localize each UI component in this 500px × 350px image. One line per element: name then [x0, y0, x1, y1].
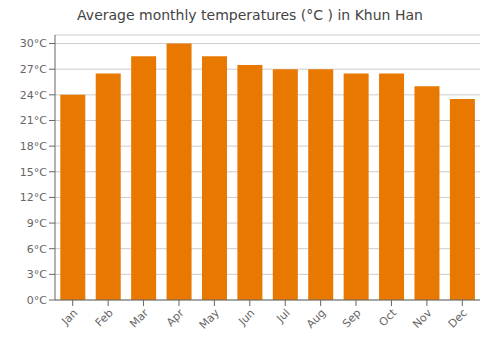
svg-text:Feb: Feb: [93, 306, 116, 329]
svg-text:Jul: Jul: [274, 306, 293, 325]
svg-text:24°C: 24°C: [20, 89, 47, 102]
svg-text:Apr: Apr: [164, 306, 187, 329]
html-text:Average monthly temperatures (: Average monthly temperatures (°C ) in Kh…: [77, 7, 423, 23]
svg-text:Jun: Jun: [235, 306, 257, 328]
svg-text:Aug: Aug: [304, 306, 328, 330]
svg-text:Jan: Jan: [58, 306, 80, 328]
svg-text:Mar: Mar: [127, 306, 151, 330]
svg-text:6°C: 6°C: [27, 243, 47, 256]
svg-text:May: May: [197, 306, 223, 332]
svg-text:27°C: 27°C: [20, 63, 47, 76]
svg-text:3°C: 3°C: [27, 268, 47, 281]
svg-text:Nov: Nov: [410, 306, 435, 331]
svg-text:9°C: 9°C: [27, 217, 47, 230]
svg-text:21°C: 21°C: [20, 114, 47, 127]
svg-text:30°C: 30°C: [20, 37, 47, 50]
svg-text:0°C: 0°C: [27, 294, 47, 307]
svg-text:Oct: Oct: [376, 306, 399, 329]
svg-text:18°C: 18°C: [20, 140, 47, 153]
svg-text:Sep: Sep: [340, 306, 364, 330]
svg-text:Dec: Dec: [446, 306, 470, 330]
svg-text:15°C: 15°C: [20, 166, 47, 179]
svg-text:12°C: 12°C: [20, 191, 47, 204]
